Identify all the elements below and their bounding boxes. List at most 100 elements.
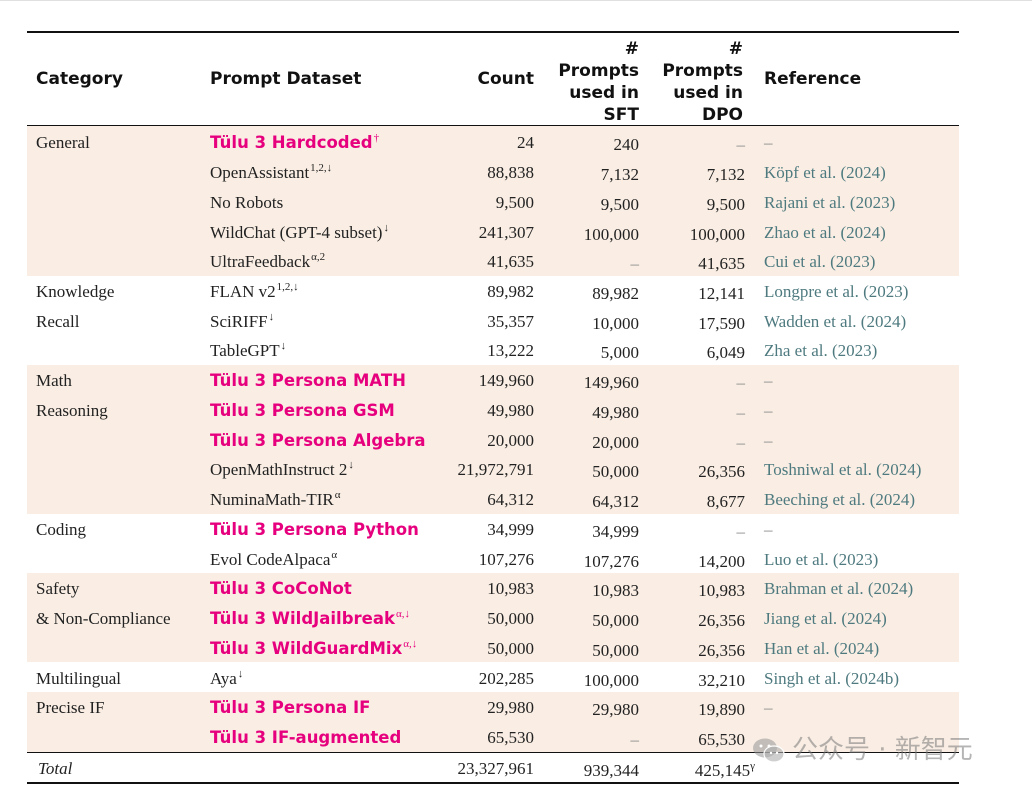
dataset-name: UltraFeedback: [210, 252, 311, 271]
reference-cell: Han et al. (2024): [764, 639, 880, 658]
dpo-cell: –: [736, 135, 746, 154]
dpo-cell: 26,356: [698, 462, 745, 481]
table-row: Multilingual Aya↓ 202,285 100,000 32,210 Sing…: [27, 664, 959, 693]
total-rule: [27, 752, 959, 753]
dpo-cell: 7,132: [706, 165, 745, 184]
dataset-cell: Tülu 3 Persona MATH: [210, 366, 406, 395]
dataset-name: OpenAssistant: [210, 163, 310, 182]
dataset-name: Tülu 3 CoCoNot: [210, 579, 352, 598]
count-cell: 10,983: [487, 579, 534, 598]
category-cell: Recall: [36, 312, 80, 331]
dataset-name: OpenMathInstruct 2: [210, 460, 348, 479]
table-row: Recall SciRIFF↓ 35,357 10,000 17,590 Wadden e…: [27, 307, 959, 336]
sft-cell: 100,000: [583, 671, 639, 690]
dataset-cell: UltraFeedbackα,2: [210, 247, 325, 276]
category-cell: Multilingual: [36, 669, 121, 688]
table-row: Knowledge FLAN v21,2,↓ 89,982 89,982 12,141 L…: [27, 277, 959, 306]
dataset-superscript: 1,2,↓: [276, 281, 299, 293]
sft-cell: 9,500: [600, 195, 639, 214]
total-dpo-sup: γ: [750, 760, 755, 772]
table-row: Safety Tülu 3 CoCoNot 10,983 10,983 10,983 Br…: [27, 574, 959, 603]
dataset-cell: Evol CodeAlpacaα: [210, 545, 337, 574]
dataset-superscript: 1,2,↓: [310, 162, 333, 174]
count-cell: 88,838: [487, 163, 534, 182]
dpo-cell: 14,200: [698, 552, 745, 571]
table-row: UltraFeedbackα,2 41,635 – 41,635 Cui et al. …: [27, 247, 959, 276]
dataset-cell: No Robots: [210, 188, 283, 217]
header-sft-line: #: [624, 39, 639, 59]
sft-cell: 149,960: [583, 373, 639, 392]
count-cell: 13,222: [487, 341, 534, 360]
header-count: Count: [477, 69, 535, 89]
dataset-name: Tülu 3 IF-augmented: [210, 728, 402, 747]
reference-cell: –: [764, 133, 773, 152]
sft-cell: 240: [613, 135, 640, 154]
reference-cell: –: [764, 520, 773, 539]
reference-cell: Beeching et al. (2024): [764, 490, 916, 509]
dataset-cell: Tülu 3 WildJailbreakα,↓: [210, 604, 410, 633]
dpo-cell: 26,356: [698, 641, 745, 660]
dataset-name: Tülu 3 WildGuardMix: [210, 639, 403, 658]
reference-cell: Cui et al. (2023): [764, 252, 876, 271]
reference-cell: Rajani et al. (2023): [764, 193, 896, 212]
dataset-superscript: ↓: [348, 459, 354, 471]
dataset-cell: Aya↓: [210, 664, 243, 693]
reference-cell: Jiang et al. (2024): [764, 609, 887, 628]
count-cell: 64,312: [487, 490, 534, 509]
reference-cell: Toshniwal et al. (2024): [764, 460, 922, 479]
table-row: TableGPT↓ 13,222 5,000 6,049 Zha et al. (202…: [27, 336, 959, 365]
band-safety: [27, 573, 959, 662]
total-sft: 939,344: [583, 761, 639, 780]
dataset-name: Tülu 3 WildJailbreak: [210, 609, 395, 628]
dataset-superscript: ↓: [268, 311, 275, 323]
header-sft-line: used in: [569, 83, 639, 103]
category-cell: General: [36, 133, 90, 152]
reference-cell: Zha et al. (2023): [764, 341, 878, 360]
category-cell: Coding: [36, 520, 87, 539]
table-row: Tülu 3 WildGuardMixα,↓ 50,000 50,000 26,356…: [27, 634, 959, 663]
dataset-cell: NuminaMath-TIRα: [210, 485, 340, 514]
dataset-name: Tülu 3 Persona Algebra: [210, 431, 426, 450]
header-reference: Reference: [764, 69, 862, 89]
sft-cell: –: [630, 254, 640, 273]
watermark: 公众号 · 新智元: [752, 730, 1002, 770]
header-rule: [27, 125, 959, 126]
dpo-cell: 10,983: [698, 581, 745, 600]
total-dpo: 425,145γ: [695, 756, 755, 785]
header-dpo-line: used in: [673, 83, 743, 103]
table-row: Coding Tülu 3 Persona Python 34,999 34,999 –…: [27, 515, 959, 544]
header-sft: # Prompts used in SFT: [558, 38, 639, 126]
table-row: OpenAssistant1,2,↓ 88,838 7,132 7,132 Köpf e…: [27, 158, 959, 187]
dataset-superscript: α,2: [311, 251, 326, 263]
dpo-cell: 12,141: [698, 284, 745, 303]
table-row: & Non-Compliance Tülu 3 WildJailbreakα,↓ 5…: [27, 604, 959, 633]
dataset-name: Tülu 3 Persona IF: [210, 698, 371, 717]
sft-cell: 20,000: [592, 433, 639, 452]
count-cell: 21,972,791: [457, 460, 535, 479]
sft-cell: 7,132: [600, 165, 639, 184]
table-row: No Robots 9,500 9,500 9,500 Rajani et al. (2…: [27, 188, 959, 217]
dataset-cell: WildChat (GPT-4 subset)↓: [210, 218, 389, 247]
count-cell: 107,276: [478, 550, 534, 569]
table-row: General Tülu 3 Hardcoded† 24 240 – –: [27, 128, 959, 157]
dpo-cell: 8,677: [706, 492, 745, 511]
dataset-cell: Tülu 3 Persona IF: [210, 693, 370, 722]
bottom-rule: [27, 782, 959, 784]
dataset-superscript: α: [331, 549, 338, 561]
dpo-cell: 26,356: [698, 611, 745, 630]
dataset-name: NuminaMath-TIR: [210, 490, 334, 509]
dataset-cell: SciRIFF↓: [210, 307, 274, 336]
dpo-cell: 9,500: [706, 195, 745, 214]
top-rule: [27, 31, 959, 33]
category-cell: Safety: [36, 579, 80, 598]
header-dpo-line: #: [728, 39, 743, 59]
dataset-superscript: α: [334, 489, 341, 501]
header-dpo-line: DPO: [701, 105, 743, 125]
dpo-cell: –: [736, 403, 746, 422]
reference-cell: Köpf et al. (2024): [764, 163, 886, 182]
dataset-cell: Tülu 3 Persona GSM: [210, 396, 395, 425]
sft-cell: 50,000: [592, 641, 639, 660]
table-row: Precise IF Tülu 3 Persona IF 29,980 29,980 1…: [27, 693, 959, 722]
header-sft-line: SFT: [603, 105, 639, 125]
dpo-cell: 65,530: [698, 730, 745, 749]
